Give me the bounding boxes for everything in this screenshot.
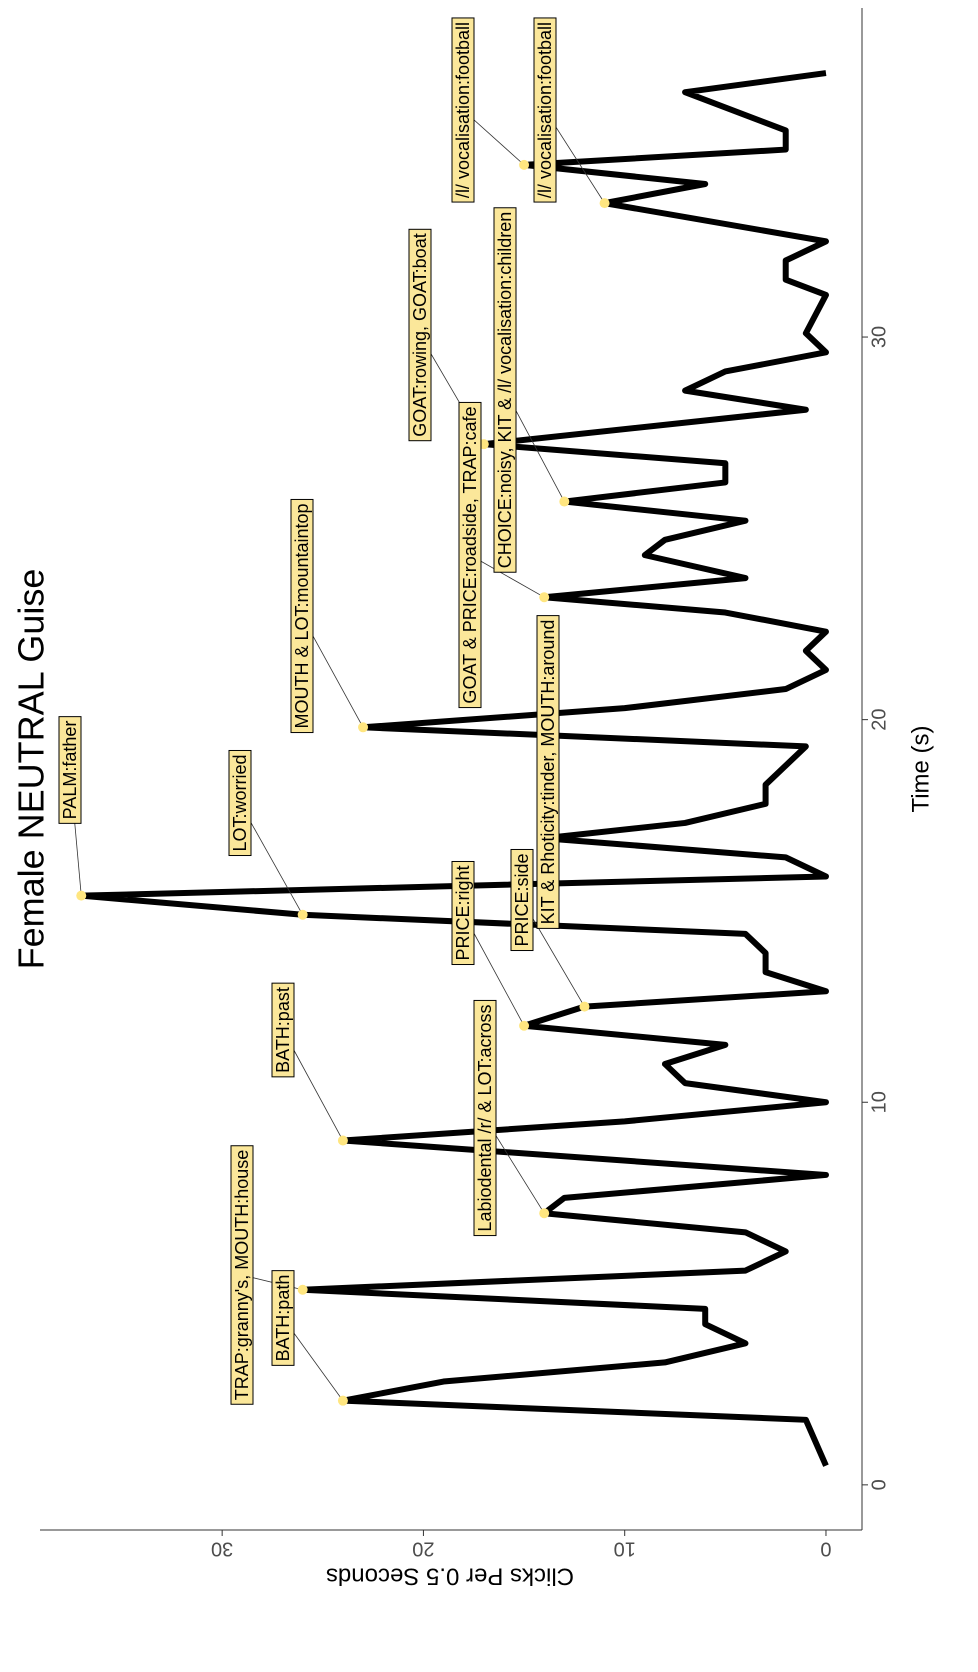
annotation-label: BATH:past (273, 987, 293, 1073)
annotation-label: GOAT & PRICE:roadside, TRAP:cafe (460, 406, 480, 703)
annotation-point (76, 890, 87, 901)
annotation-box (228, 749, 252, 857)
x-tick-label: 10 (868, 1091, 890, 1113)
annotation-box (536, 615, 560, 929)
annotation-box (58, 716, 82, 824)
y-tick-label: 20 (412, 1538, 434, 1560)
annotation-box (408, 228, 432, 442)
annotation-point (297, 909, 308, 920)
annotation-point (358, 722, 369, 733)
annotation-point (297, 1284, 308, 1295)
annotation-connector (469, 554, 545, 598)
annotation-box (510, 848, 534, 952)
x-tick-label: 30 (868, 326, 890, 348)
annotation-label: BATH:path (273, 1275, 293, 1362)
annotation-point (539, 1208, 550, 1219)
annotation-box (473, 999, 497, 1237)
chart-title: Female NEUTRAL Guise (11, 569, 52, 970)
annotation-label: Labiodental /r/ & LOT:across (475, 1004, 495, 1231)
annotation-label: CHOICE:noisy, KIT & /l/ vocalisation:chi… (495, 212, 515, 568)
y-tick-label: 0 (820, 1538, 831, 1560)
annotation-point (337, 1135, 348, 1146)
annotation-box (458, 401, 482, 709)
rotated-plot: Female NEUTRAL Guise Time (s) Clicks Per… (11, 8, 934, 1590)
annotation-label: KIT & Rhoticity:tinder, MOUTH:around (538, 620, 558, 925)
annotation-box (451, 860, 475, 966)
annotation-label: TRAP:granny's, MOUTH:house (232, 1150, 252, 1401)
y-axis-title: Clicks Per 0.5 Seconds (326, 1563, 574, 1590)
x-axis-title: Time (s) (907, 725, 934, 812)
x-tick-label: 20 (868, 709, 890, 731)
annotation-box (493, 207, 517, 573)
annotation-point (337, 1395, 348, 1406)
data-line (78, 70, 829, 1467)
annotation-label: LOT:worried (230, 754, 250, 851)
y-tick-label: 10 (614, 1538, 636, 1560)
annotation-point (519, 1020, 530, 1031)
annotation-label: PRICE:right (453, 865, 473, 960)
annotation-label: PALM:father (60, 721, 80, 820)
y-tick-label: 30 (211, 1538, 233, 1560)
x-tick-label: 0 (868, 1479, 890, 1490)
annotation-point (559, 496, 570, 507)
annotation-label: PRICE:side (512, 853, 532, 946)
annotation-label: /l/ vocalisation:football (535, 22, 555, 198)
annotation-box (290, 498, 314, 734)
annotation-point (599, 198, 610, 209)
annotation-box (271, 1270, 295, 1366)
annotation-point (579, 1001, 590, 1012)
annotation-box (230, 1145, 254, 1405)
annotation-label: /l/ vocalisation:football (453, 22, 473, 198)
annotation-box (533, 17, 557, 203)
annotation-label: MOUTH & LOT:mountaintop (292, 503, 312, 728)
annotation-point (519, 159, 530, 170)
annotation-point (539, 592, 550, 603)
annotation-box (451, 17, 475, 203)
annotation-box (271, 982, 295, 1078)
annotation-label: GOAT:rowing, GOAT:boat (410, 233, 430, 436)
